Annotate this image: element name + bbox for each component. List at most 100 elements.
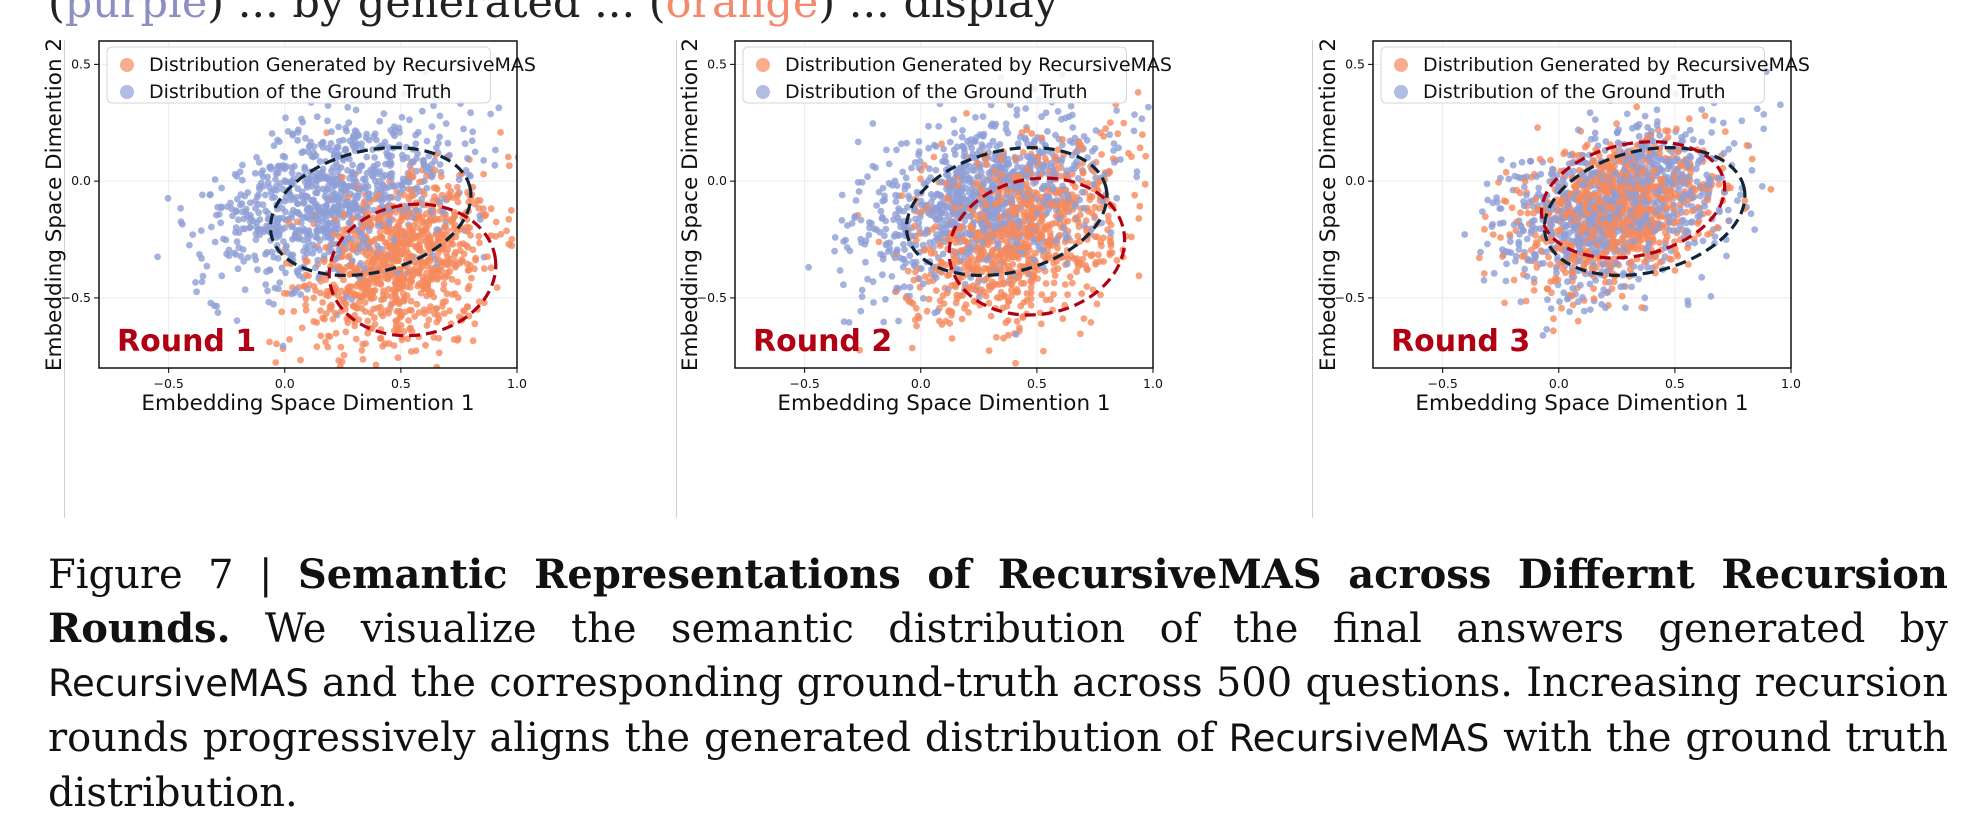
- ground-truth-point: [1053, 197, 1060, 204]
- legend: Distribution Generated by RecursiveMASDi…: [743, 47, 1172, 103]
- generated-point: [360, 200, 367, 207]
- ground-truth-point: [400, 176, 407, 183]
- generated-point: [1107, 238, 1114, 245]
- ground-truth-point: [177, 205, 184, 212]
- generated-point: [1089, 210, 1096, 217]
- ground-truth-point: [1048, 163, 1055, 170]
- generated-point: [386, 306, 393, 313]
- generated-point: [1094, 234, 1101, 241]
- ground-truth-point: [357, 245, 364, 252]
- ground-truth-point: [355, 193, 362, 200]
- ground-truth-point: [1044, 128, 1051, 135]
- generated-point: [411, 313, 418, 320]
- ground-truth-point: [426, 166, 433, 173]
- generated-point: [1503, 198, 1510, 205]
- ground-truth-point: [367, 167, 374, 174]
- generated-point: [1047, 233, 1054, 240]
- generated-point: [433, 305, 440, 312]
- generated-point: [980, 248, 987, 255]
- ground-truth-point: [289, 236, 296, 243]
- generated-point: [440, 286, 447, 293]
- generated-point: [1006, 223, 1013, 230]
- ground-truth-point: [396, 125, 403, 132]
- ground-truth-point: [186, 242, 193, 249]
- generated-point: [404, 214, 411, 221]
- y-tick-label: 0.0: [71, 173, 91, 188]
- generated-point: [1107, 119, 1114, 126]
- ground-truth-point: [932, 205, 939, 212]
- generated-point: [612, 269, 619, 276]
- generated-point: [488, 264, 495, 271]
- generated-point: [476, 298, 483, 305]
- ground-truth-point: [905, 193, 912, 200]
- generated-point: [1164, 216, 1171, 223]
- generated-point: [1008, 275, 1015, 282]
- ground-truth-point: [295, 129, 302, 136]
- generated-point: [427, 258, 434, 265]
- ground-truth-point: [239, 177, 246, 184]
- ground-truth-point: [1687, 127, 1694, 134]
- generated-point: [963, 301, 970, 308]
- generated-point: [386, 211, 393, 218]
- ground-truth-point: [467, 109, 474, 116]
- generated-point: [273, 341, 280, 348]
- ground-truth-point: [268, 249, 275, 256]
- ground-truth-point: [1654, 106, 1661, 113]
- ground-truth-point: [832, 234, 839, 241]
- ground-truth-point: [855, 139, 862, 146]
- generated-point: [377, 304, 384, 311]
- ground-truth-point: [424, 138, 431, 145]
- ground-truth-point: [256, 159, 263, 166]
- ground-truth-point: [967, 232, 974, 239]
- ground-truth-point: [1731, 140, 1738, 147]
- ground-truth-point: [831, 248, 838, 255]
- generated-point: [400, 290, 407, 297]
- ground-truth-point: [879, 215, 886, 222]
- ground-truth-point: [839, 192, 846, 199]
- x-tick-label: −0.5: [789, 376, 819, 391]
- ground-truth-point: [220, 236, 227, 243]
- legend-label: Distribution Generated by RecursiveMAS: [149, 54, 536, 76]
- generated-point: [332, 310, 339, 317]
- ground-truth-point: [456, 176, 463, 183]
- generated-point: [1023, 181, 1030, 188]
- ground-truth-point: [1656, 132, 1663, 139]
- generated-point: [1497, 234, 1504, 241]
- generated-point: [445, 183, 452, 190]
- ground-truth-point: [893, 198, 900, 205]
- y-tick-label: 0.5: [71, 56, 91, 71]
- points-layer: [805, 71, 1171, 366]
- generated-point: [356, 299, 363, 306]
- generated-point: [951, 248, 958, 255]
- x-tick-label: 0.0: [911, 376, 931, 391]
- ground-truth-point: [1512, 258, 1519, 265]
- ground-truth-point: [864, 276, 871, 283]
- generated-point: [477, 197, 484, 204]
- generated-point: [1017, 303, 1024, 310]
- ground-truth-point: [925, 123, 932, 130]
- ground-truth-point: [1690, 194, 1697, 201]
- generated-point: [1560, 150, 1567, 157]
- ground-truth-point: [971, 188, 978, 195]
- ground-truth-point: [1685, 301, 1692, 308]
- ground-truth-point: [314, 257, 321, 264]
- ground-truth-point: [1015, 140, 1022, 147]
- ground-truth-point: [269, 194, 276, 201]
- generated-point: [944, 272, 951, 279]
- generated-point: [1049, 221, 1056, 228]
- generated-point: [328, 302, 335, 309]
- generated-point: [413, 244, 420, 251]
- generated-point: [1139, 131, 1146, 138]
- ground-truth-point: [869, 163, 876, 170]
- generated-point: [1021, 244, 1028, 251]
- generated-point: [379, 343, 386, 350]
- ground-truth-point: [1014, 164, 1021, 171]
- x-tick-label: −0.5: [153, 376, 183, 391]
- ground-truth-point: [232, 229, 239, 236]
- ground-truth-point: [282, 208, 289, 215]
- generated-point: [313, 319, 320, 326]
- generated-point: [383, 228, 390, 235]
- generated-point: [1004, 239, 1011, 246]
- ground-truth-point: [964, 138, 971, 145]
- ground-truth-point: [1055, 108, 1062, 115]
